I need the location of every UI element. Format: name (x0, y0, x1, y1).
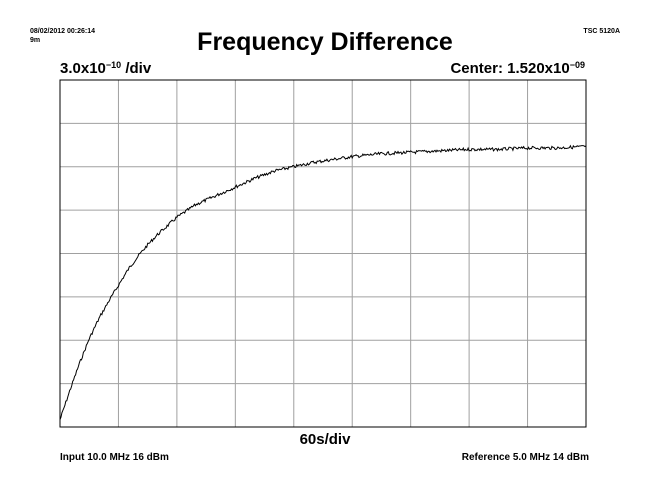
plot-frame (59, 79, 587, 428)
y-scale-prefix: 3.0x10 (60, 60, 106, 77)
y-scale-label: 3.0x10−10 /div (60, 60, 151, 77)
instrument-model: TSC 5120A (583, 28, 620, 35)
reference-info: Reference 5.0 MHz 14 dBm (461, 452, 589, 463)
timestamp: 08/02/2012 00:26:14 (30, 28, 95, 35)
duration-label: 9m (30, 37, 41, 44)
x-scale-label: 60s/div (299, 431, 351, 448)
center-label: Center: 1.520x10−09 (450, 60, 585, 77)
center-prefix: Center: 1.520x10 (450, 60, 570, 77)
grid-lines (60, 80, 586, 427)
y-scale-suffix: /div (121, 60, 152, 77)
chart-title: Frequency Difference (197, 28, 453, 56)
center-exponent: −09 (569, 60, 585, 70)
frequency-trace (59, 144, 587, 420)
input-info: Input 10.0 MHz 16 dBm (60, 452, 169, 463)
y-scale-exponent: −10 (105, 60, 122, 70)
